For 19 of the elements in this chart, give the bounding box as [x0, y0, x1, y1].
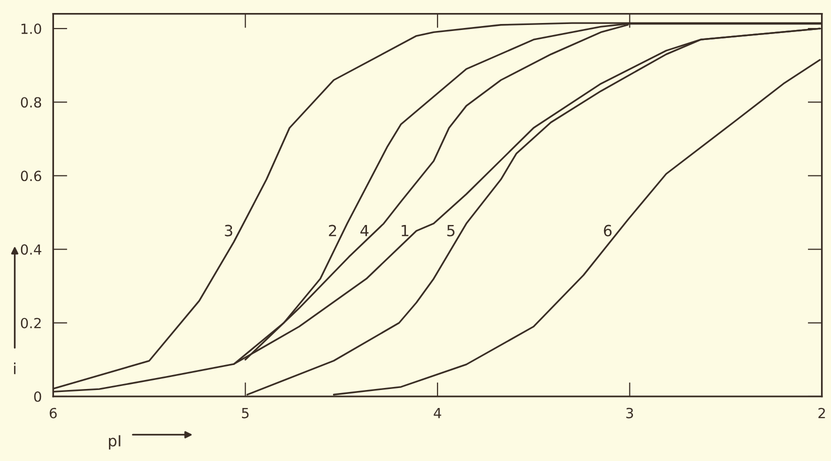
series-label: 4 — [360, 225, 369, 236]
y-tick-label: 0.2 — [20, 318, 41, 328]
y-tick-label: 0.6 — [20, 170, 42, 182]
x-tick-label: 4 — [434, 408, 442, 418]
series-label: 1 — [402, 225, 408, 236]
x-tick-label: 6 — [50, 408, 57, 418]
x-tick-label: 5 — [242, 408, 249, 418]
y-tick-label: 0 — [34, 391, 42, 402]
x-axis-title: pI — [108, 435, 120, 450]
y-tick-label: 0.8 — [20, 97, 42, 108]
series-label: 3 — [224, 224, 232, 236]
x-tick-label: 2 — [818, 408, 825, 418]
series-label: 5 — [447, 225, 454, 236]
y-axis-title: i — [14, 362, 16, 374]
y-tick-label: 0.4 — [20, 244, 42, 255]
series-label: 2 — [328, 224, 336, 236]
y-tick-label: 1.0 — [22, 24, 42, 34]
x-tick-label: 3 — [626, 408, 633, 418]
series-label: 6 — [604, 224, 612, 236]
